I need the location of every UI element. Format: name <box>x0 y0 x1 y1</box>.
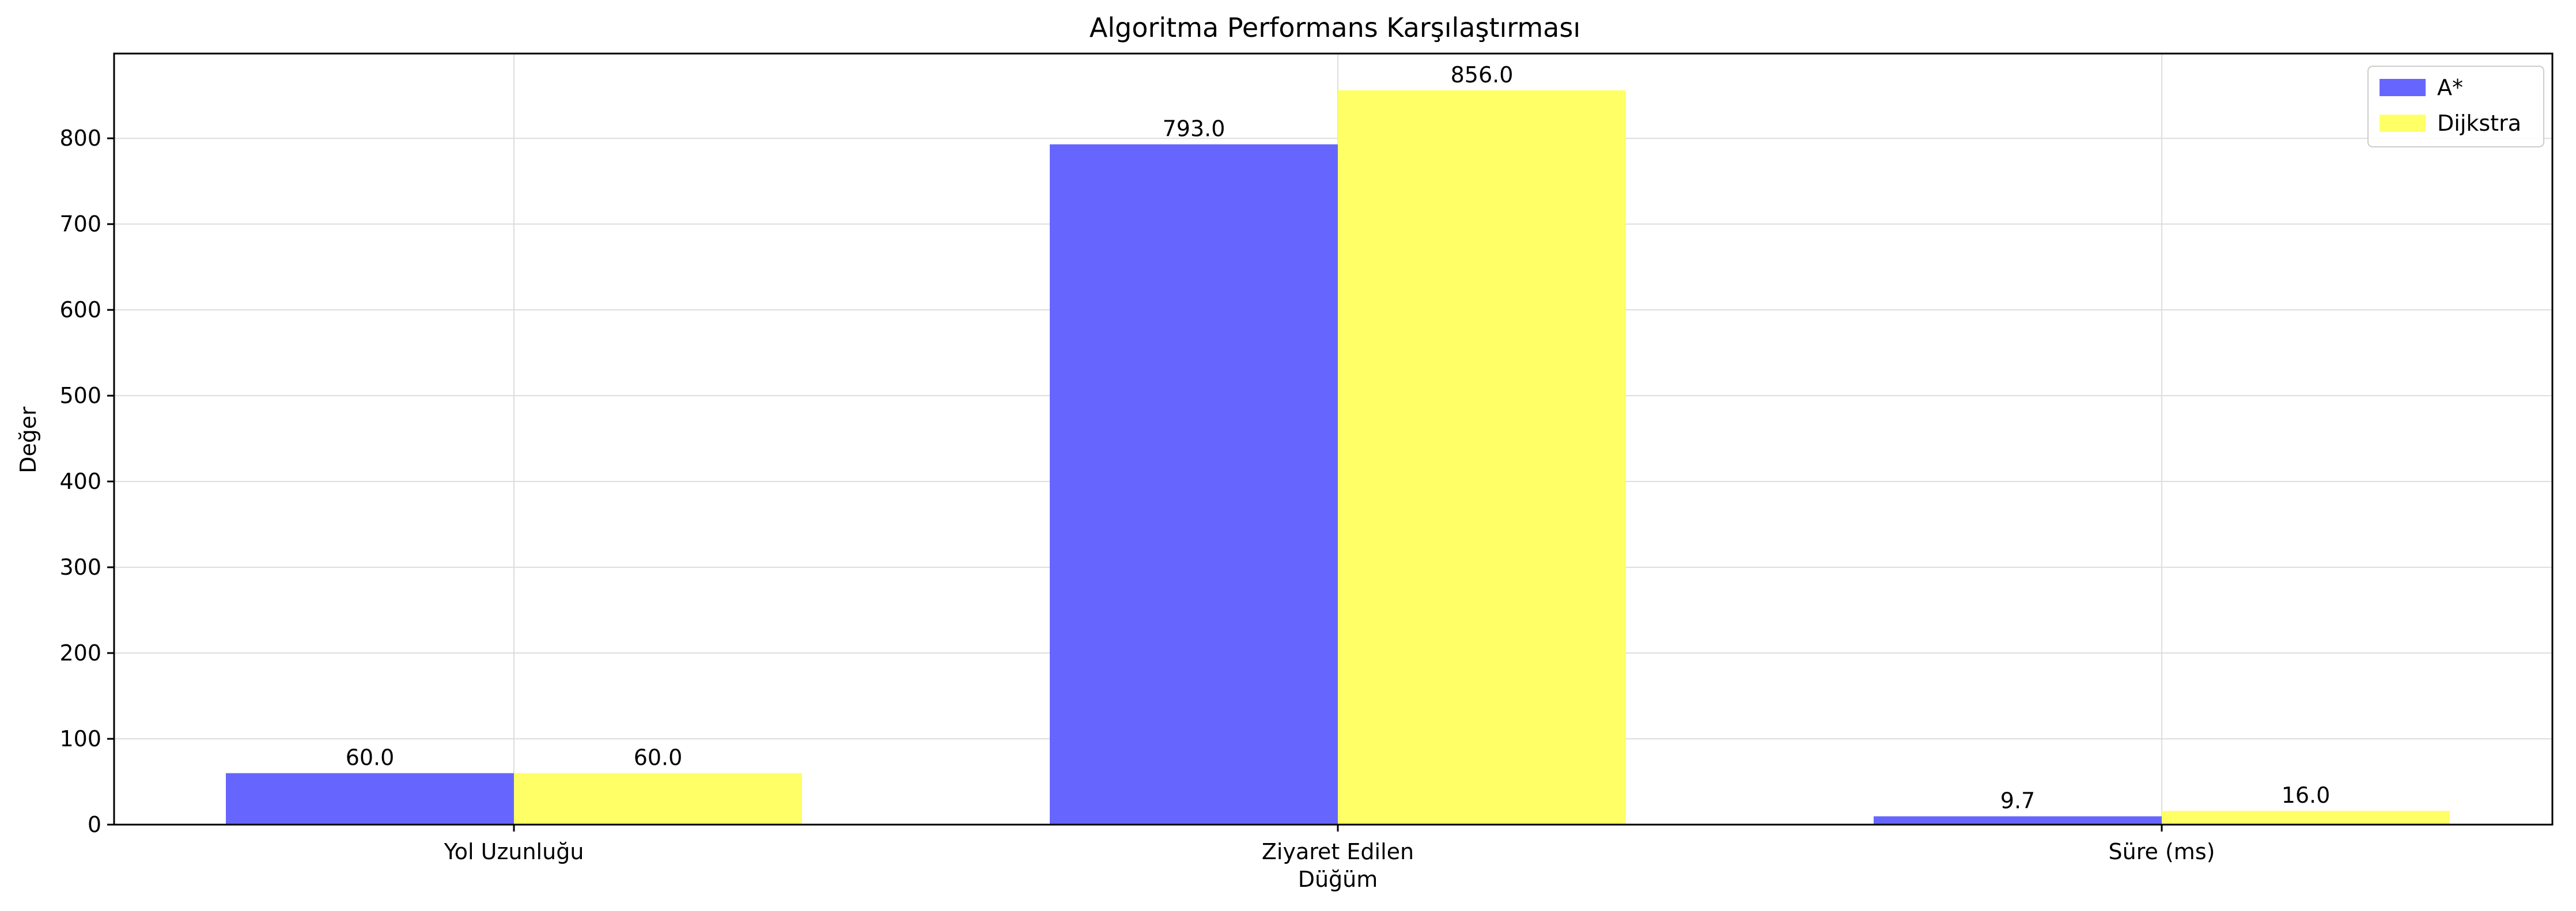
bar-dijkstra <box>1338 90 1626 825</box>
y-tick-label: 400 <box>59 469 101 494</box>
x-tick-label: Ziyaret Edilen <box>1262 839 1414 864</box>
axis-layer: 0 100 200 300 400 500 600 700 800 Yol Uzunluğu Ziy… <box>59 52 2554 892</box>
legend-label: A* <box>2437 75 2463 100</box>
y-tick-label: 100 <box>59 726 101 751</box>
bar-value-label: 9.7 <box>2000 788 2035 814</box>
bar-value-label: 60.0 <box>346 745 395 770</box>
y-tick-label: 600 <box>59 297 101 322</box>
bar-a-star <box>1050 144 1338 825</box>
chart-title: Algoritma Performans Karşılaştırması <box>1090 12 1580 43</box>
y-tick-label: 300 <box>59 555 101 580</box>
bar-value-label: 60.0 <box>634 745 683 770</box>
data-labels-layer: 60.0 793.0 9.7 60.0 856.0 16.0 <box>346 62 2331 814</box>
x-tick-label: Süre (ms) <box>2109 839 2215 864</box>
plot-frame <box>113 52 2554 826</box>
legend-swatch <box>2380 79 2426 96</box>
bar-value-label: 16.0 <box>2282 783 2331 808</box>
y-tick-label: 200 <box>59 640 101 666</box>
legend: A* Dijkstra <box>2367 66 2544 147</box>
y-tick-label: 500 <box>59 383 101 408</box>
bars-layer <box>226 90 2450 825</box>
y-tick-label: 700 <box>59 211 101 237</box>
y-tick-label: 800 <box>59 126 101 151</box>
y-tick-label: 0 <box>88 812 101 837</box>
bar-value-label: 856.0 <box>1451 62 1514 88</box>
legend-swatch <box>2380 115 2426 132</box>
bar-a-star <box>226 773 514 825</box>
x-tick-label: Düğüm <box>1298 867 1378 892</box>
legend-label: Dijkstra <box>2437 111 2521 136</box>
bar-a-star <box>1874 816 2162 825</box>
bar-value-label: 793.0 <box>1163 116 1225 142</box>
bar-dijkstra <box>514 773 802 825</box>
bar-dijkstra <box>2162 811 2450 825</box>
x-tick-label: Yol Uzunluğu <box>444 839 584 864</box>
y-axis-label: Değer <box>16 407 41 473</box>
